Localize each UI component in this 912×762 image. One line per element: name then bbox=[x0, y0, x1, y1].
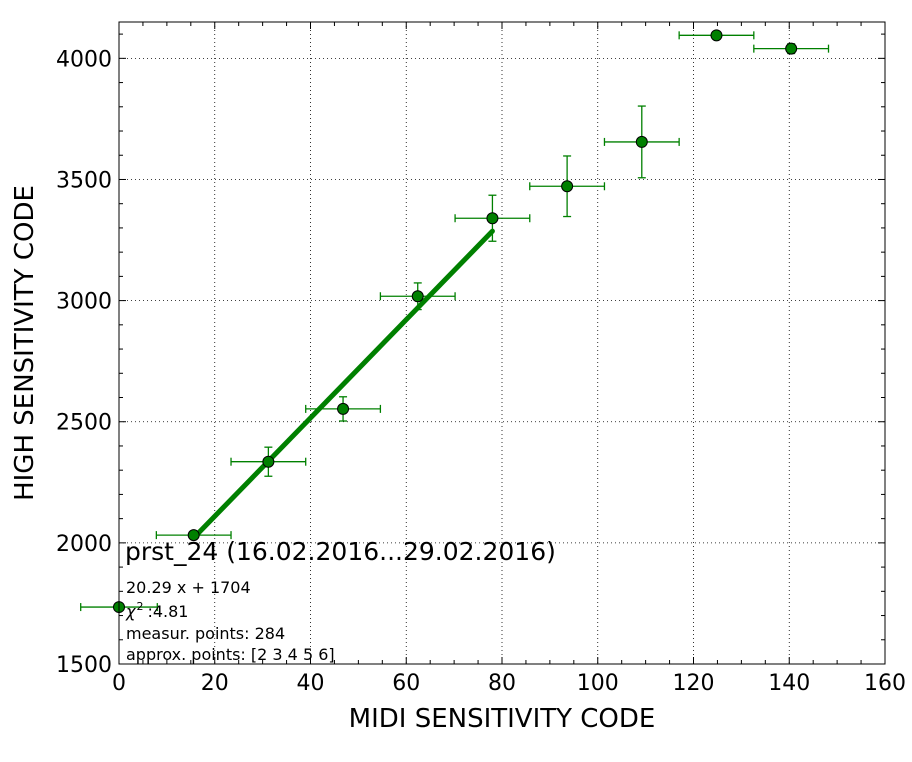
data-point-group bbox=[305, 396, 382, 422]
x-tick-label: 40 bbox=[297, 671, 325, 696]
data-point-group bbox=[155, 529, 232, 542]
x-tick-label: 20 bbox=[201, 671, 229, 696]
annotation-equation: 20.29 x + 1704 bbox=[126, 578, 251, 597]
chi-symbol: χ bbox=[125, 602, 136, 621]
chi-value: :4.81 bbox=[147, 602, 188, 621]
fit-line bbox=[191, 228, 495, 541]
x-tick-label: 60 bbox=[392, 671, 420, 696]
ticks: 0 20 40 60 80 100 120 140 160 1500 2000 2500 3000 350… bbox=[56, 22, 906, 696]
data-point-group bbox=[454, 194, 531, 242]
data-point-group bbox=[529, 155, 606, 218]
data-point bbox=[635, 135, 648, 148]
data-point bbox=[337, 402, 350, 415]
y-tick-label: 2000 bbox=[56, 532, 112, 557]
y-tick-label: 4000 bbox=[56, 47, 112, 72]
data-point-group bbox=[753, 42, 830, 55]
data-point bbox=[785, 42, 798, 55]
x-axis-title: MIDI SENSITIVITY CODE bbox=[349, 704, 656, 734]
data-point bbox=[262, 455, 275, 468]
x-tick-label: 0 bbox=[112, 671, 126, 696]
y-tick-label: 1500 bbox=[56, 653, 112, 678]
x-tick-label: 140 bbox=[768, 671, 810, 696]
chi-superscript: 2 bbox=[136, 600, 143, 613]
data-point bbox=[561, 180, 574, 193]
annotation-title: prst_24 (16.02.2016...29.02.2016) bbox=[125, 537, 556, 566]
data-point-group bbox=[678, 29, 755, 42]
x-tick-label: 160 bbox=[864, 671, 906, 696]
y-axis-title: HIGH SENSITIVITY CODE bbox=[10, 185, 40, 501]
annotation-chi-square: χ2 :4.81 bbox=[125, 600, 188, 621]
plot-background bbox=[119, 22, 885, 664]
data-point bbox=[486, 212, 499, 225]
data-point-group bbox=[230, 446, 307, 477]
annotation-measur-points: measur. points: 284 bbox=[126, 624, 285, 643]
data-point bbox=[411, 290, 424, 303]
data-point-group bbox=[603, 105, 680, 179]
y-tick-label: 3500 bbox=[56, 168, 112, 193]
plot-frame bbox=[118, 21, 886, 665]
y-tick-label: 2500 bbox=[56, 411, 112, 436]
data-point-group bbox=[379, 282, 456, 311]
data-point bbox=[187, 529, 200, 542]
x-tick-label: 100 bbox=[577, 671, 619, 696]
y-tick-label: 3000 bbox=[56, 290, 112, 315]
data-point bbox=[710, 29, 723, 42]
x-tick-label: 120 bbox=[673, 671, 715, 696]
annotation-approx-points: approx. points: [2 3 4 5 6] bbox=[126, 645, 335, 664]
x-tick-label: 80 bbox=[488, 671, 516, 696]
